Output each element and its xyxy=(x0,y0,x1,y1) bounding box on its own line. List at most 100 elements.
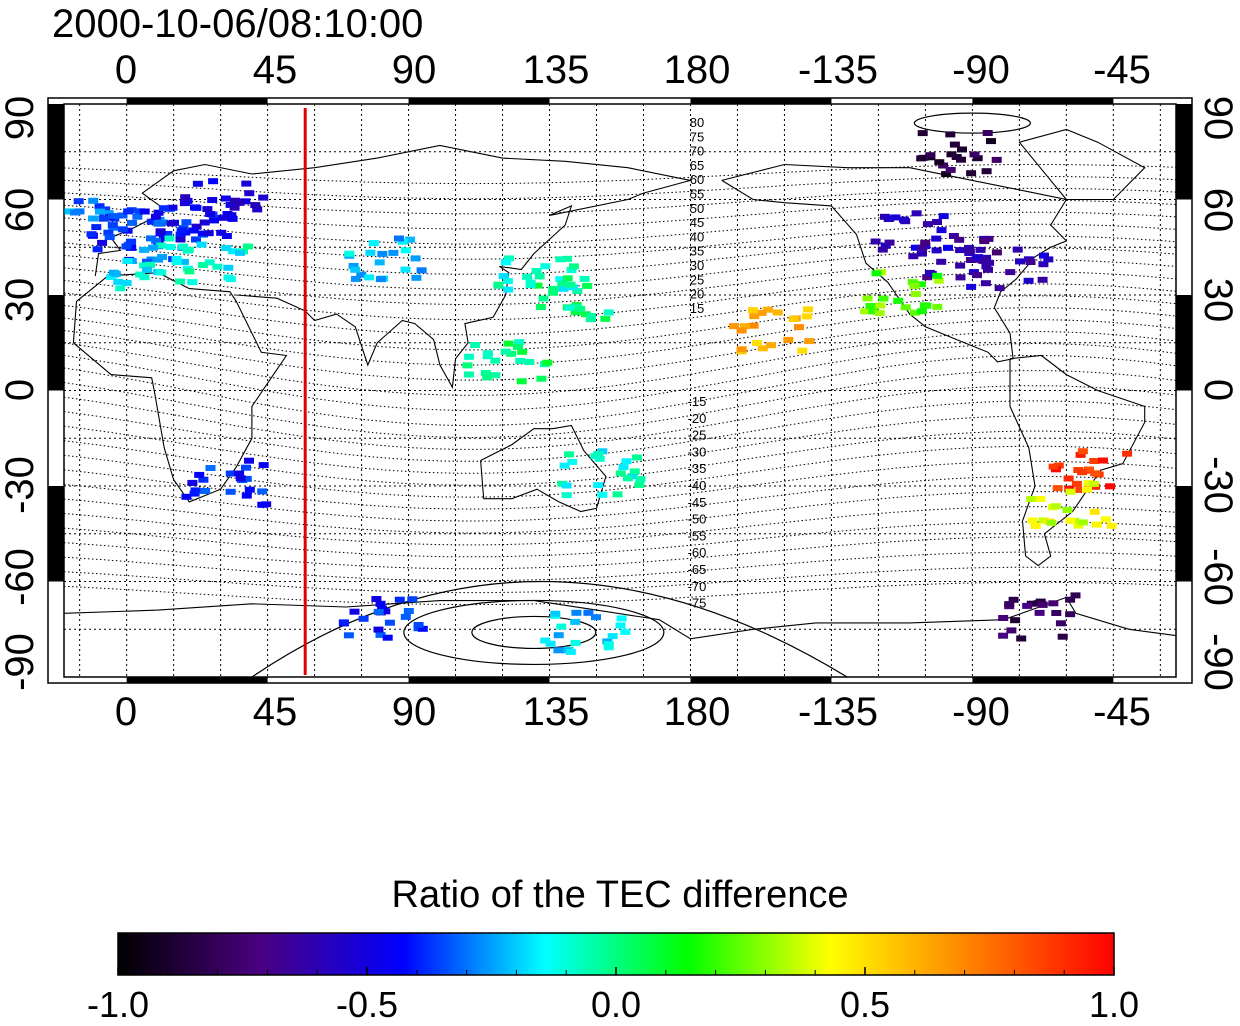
tec-cell xyxy=(227,248,238,255)
tec-cell xyxy=(955,262,966,269)
coastline-5 xyxy=(1009,354,1146,567)
tec-cell xyxy=(916,281,926,288)
tec-cell xyxy=(400,266,411,273)
tec-cell xyxy=(971,254,982,261)
tec-cell xyxy=(482,353,493,360)
tec-cell xyxy=(139,246,150,253)
tec-cell xyxy=(917,244,928,251)
tec-cell xyxy=(865,303,876,309)
tec-cell xyxy=(154,216,165,223)
tec-cell xyxy=(1025,259,1036,265)
tec-cell xyxy=(190,487,201,494)
tec-cell xyxy=(955,274,966,281)
tec-cell xyxy=(148,244,158,251)
tec-cell xyxy=(972,155,983,162)
tec-cell xyxy=(931,247,942,254)
tec-cell xyxy=(91,224,102,231)
tec-cell xyxy=(146,235,156,242)
tec-cell xyxy=(382,634,393,641)
tec-cell xyxy=(122,258,133,264)
tec-cell xyxy=(158,235,169,242)
tec-cell xyxy=(998,632,1009,639)
tec-cell xyxy=(1106,522,1117,529)
tec-cell xyxy=(562,275,573,282)
tec-cell xyxy=(600,315,611,322)
tec-cell xyxy=(205,465,216,471)
tec-cell xyxy=(1065,611,1076,618)
tec-cell xyxy=(188,227,199,234)
tec-cell xyxy=(622,475,633,482)
tec-cell xyxy=(97,239,108,246)
tec-cell xyxy=(978,256,989,263)
tec-cell xyxy=(1004,601,1015,608)
left-lat-tick-90: 90 xyxy=(0,95,42,141)
tec-cell xyxy=(198,476,209,483)
tec-cell xyxy=(104,234,115,241)
tec-cell xyxy=(234,470,245,477)
geomagnetic-contour xyxy=(63,199,1177,230)
tec-cell xyxy=(964,248,975,255)
tec-cell xyxy=(139,274,150,281)
tec-cell xyxy=(490,372,501,379)
tec-cell xyxy=(556,623,567,630)
bottom-frame-bar xyxy=(972,677,1114,683)
tec-cell xyxy=(1037,276,1048,283)
tec-cell xyxy=(870,238,881,245)
tec-cell xyxy=(946,151,957,158)
colorbar-tick-1: 1.0 xyxy=(1088,984,1140,1025)
tec-cell xyxy=(171,255,182,262)
tec-cell xyxy=(991,156,1002,163)
tec-cell xyxy=(629,468,640,475)
tec-cell xyxy=(536,375,547,382)
tec-cell xyxy=(200,488,211,494)
tec-cell xyxy=(181,219,192,226)
tec-cell xyxy=(388,249,399,256)
tec-cell xyxy=(1037,601,1048,608)
tec-cell xyxy=(165,244,176,250)
tec-cell xyxy=(562,255,572,262)
tec-cell xyxy=(788,316,799,322)
tec-cell xyxy=(1035,496,1046,502)
tec-cell xyxy=(1070,592,1081,599)
geomagnetic-contour xyxy=(63,283,1177,336)
tec-cell xyxy=(561,482,572,489)
coastline-2 xyxy=(236,179,691,390)
left-lat-tick-m90: -90 xyxy=(0,633,42,691)
top-lon-tick-45: 45 xyxy=(252,48,298,92)
tec-cell xyxy=(756,309,767,316)
tec-cell xyxy=(199,219,210,226)
tec-cell xyxy=(164,235,175,242)
tec-cell xyxy=(555,276,566,283)
tec-cell xyxy=(772,309,783,316)
geomagnetic-contour xyxy=(63,295,1177,351)
bottom-lon-tick-45: 45 xyxy=(252,690,298,734)
tec-cell xyxy=(180,194,191,201)
tec-cell xyxy=(575,305,586,312)
contour-label-south: -45 xyxy=(688,495,707,510)
geomagnetic-contour xyxy=(63,164,1177,185)
tec-cell xyxy=(350,275,361,282)
tec-cell xyxy=(375,276,386,283)
bottom-lon-tick-180: 180 xyxy=(663,690,731,734)
tec-cell xyxy=(931,235,942,242)
tec-cell xyxy=(921,302,932,309)
tec-cell xyxy=(183,246,194,253)
bottom-frame-bar xyxy=(126,677,268,683)
tec-cell xyxy=(932,219,942,225)
tec-cell xyxy=(804,338,815,345)
tec-cell xyxy=(615,622,626,629)
tec-cell xyxy=(747,307,758,314)
tec-cell xyxy=(969,151,980,158)
tec-cell xyxy=(991,249,1002,256)
tec-cell xyxy=(364,274,375,281)
tec-cell xyxy=(572,288,583,295)
tec-cell xyxy=(979,238,990,245)
tec-cell xyxy=(956,156,966,163)
tec-cell xyxy=(880,242,891,249)
tec-cell xyxy=(538,295,549,302)
tec-cell xyxy=(158,205,169,212)
tec-cell xyxy=(88,215,99,222)
tec-cell xyxy=(462,362,473,369)
tec-cell xyxy=(593,482,604,489)
top-lon-tick-m45: -45 xyxy=(1093,48,1151,92)
